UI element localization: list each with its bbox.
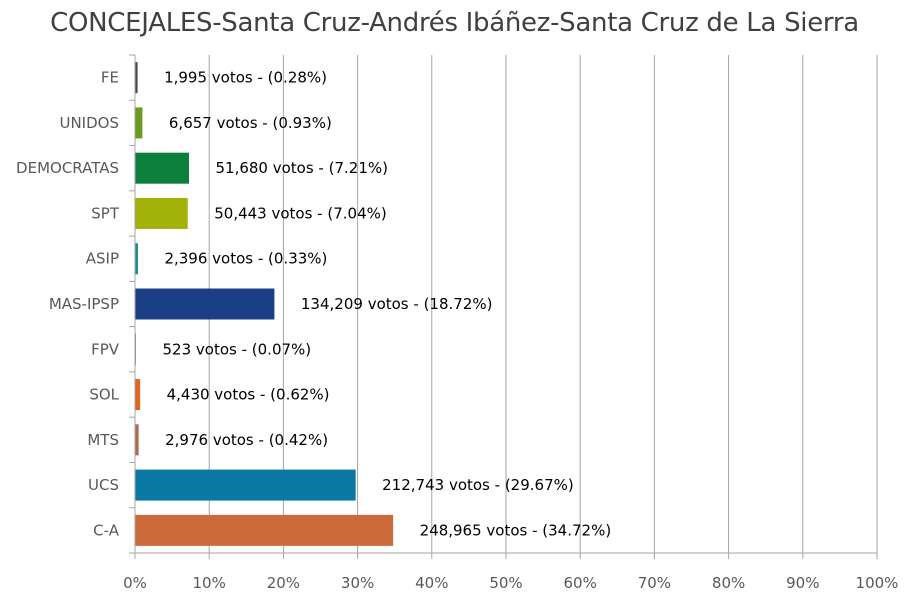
bar-c-a	[135, 514, 394, 546]
category-label: UNIDOS	[59, 114, 119, 132]
chart-title: CONCEJALES-Santa Cruz-Andrés Ibáñez-Sant…	[50, 8, 859, 38]
bar-mas-ipsp	[135, 288, 275, 320]
data-label: 2,396 votos - (0.33%)	[164, 250, 327, 268]
x-tick-label: 30%	[341, 574, 374, 592]
data-label: 50,443 votos - (7.04%)	[214, 204, 387, 222]
bar-fe	[135, 62, 138, 94]
data-label: 248,965 votos - (34.72%)	[420, 521, 612, 539]
x-tick-label: 0%	[123, 574, 147, 592]
bar-mts	[135, 424, 139, 456]
category-label: ASIP	[86, 250, 119, 268]
bar-ucs	[135, 469, 356, 501]
x-tick-label: 40%	[415, 574, 448, 592]
category-label: C-A	[93, 521, 120, 539]
category-label: FE	[101, 69, 119, 87]
x-tick-label: 80%	[712, 574, 745, 592]
category-label: DEMOCRATAS	[16, 159, 119, 177]
data-label: 134,209 votos - (18.72%)	[301, 295, 493, 313]
data-label: 6,657 votos - (0.93%)	[169, 114, 332, 132]
bar-democratas	[135, 152, 189, 184]
bar-fpv	[135, 333, 137, 365]
bar-asip	[135, 243, 138, 275]
category-label: MAS-IPSP	[49, 295, 119, 313]
category-label: UCS	[88, 476, 119, 494]
bar-sol	[135, 379, 141, 411]
category-label: FPV	[91, 340, 120, 358]
category-label: MTS	[87, 431, 119, 449]
x-tick-label: 70%	[638, 574, 671, 592]
x-tick-label: 100%	[856, 574, 899, 592]
data-label: 51,680 votos - (7.21%)	[215, 159, 388, 177]
x-tick-label: 90%	[786, 574, 819, 592]
data-label: 523 votos - (0.07%)	[163, 340, 312, 358]
category-label: SOL	[89, 386, 119, 404]
x-tick-label: 20%	[267, 574, 300, 592]
x-tick-label: 50%	[489, 574, 522, 592]
x-tick-label: 10%	[193, 574, 226, 592]
data-label: 212,743 votos - (29.67%)	[382, 476, 574, 494]
category-label: SPT	[91, 204, 120, 222]
data-label: 4,430 votos - (0.62%)	[167, 386, 330, 404]
bar-unidos	[135, 107, 143, 139]
bar-spt	[135, 197, 188, 229]
data-label: 1,995 votos - (0.28%)	[164, 69, 327, 87]
data-label: 2,976 votos - (0.42%)	[165, 431, 328, 449]
x-tick-label: 60%	[564, 574, 597, 592]
